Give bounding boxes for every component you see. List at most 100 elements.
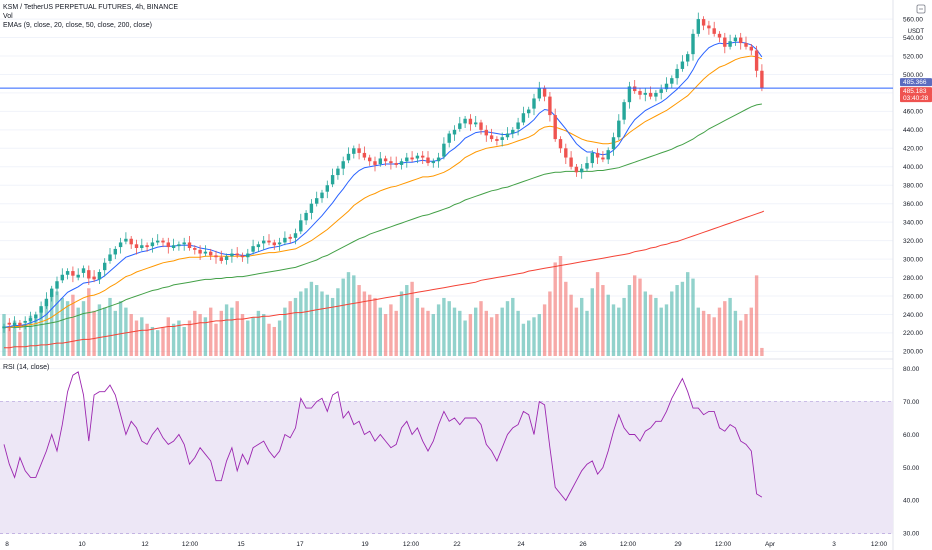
volume-bar (277, 320, 282, 356)
volume-bar (527, 320, 531, 356)
price-tick-label: 260.00 (903, 293, 923, 300)
candle-body (447, 133, 451, 143)
rsi-tick-label: 60.00 (903, 432, 920, 439)
x-tick-label: 29 (674, 541, 682, 548)
volume-bar (145, 323, 149, 356)
candles (2, 12, 764, 333)
rsi-line (3, 371, 763, 502)
candle-body (643, 92, 647, 95)
volume-bar (749, 307, 753, 356)
volume-bar (166, 317, 170, 356)
candle-body (304, 212, 308, 221)
candle-body (156, 240, 160, 243)
candle-body (474, 122, 478, 125)
volume-bar (134, 320, 139, 356)
candle-body (76, 274, 80, 278)
price-tick-label: 440.00 (903, 127, 923, 134)
price-tag-bg (900, 87, 932, 96)
candle-body (574, 166, 579, 173)
candle-body (696, 19, 700, 34)
ema-legend: EMAs (9, close, 20, close, 50, close, 20… (3, 22, 153, 29)
price-tick-label: 200.00 (903, 349, 923, 356)
volume-bar (580, 297, 584, 356)
candle-body (728, 41, 732, 47)
volume-bar (484, 310, 488, 356)
candle-body (87, 270, 91, 279)
rsi-tick-label: 70.00 (903, 399, 920, 406)
candle-body (309, 203, 314, 213)
volume-bar (103, 307, 107, 356)
candle-body (171, 245, 176, 248)
volume-bar (65, 301, 70, 356)
candle-body (707, 25, 711, 29)
candle-body (399, 161, 404, 165)
volume-bar (405, 285, 409, 356)
toggle-icon[interactable] (916, 4, 926, 14)
price-tick-label: 460.00 (903, 109, 923, 116)
candle-body (97, 272, 102, 280)
x-tick-label: 24 (517, 541, 525, 548)
volume-bars (2, 256, 764, 356)
candle-body (283, 237, 287, 243)
candle-body (330, 175, 335, 185)
volume-bar (431, 314, 435, 356)
candle-body (415, 155, 420, 159)
candle-body (251, 246, 255, 252)
candle-body (246, 253, 250, 258)
x-tick-label: 17 (296, 541, 304, 548)
volume-bar (399, 291, 404, 356)
candle-body (648, 92, 653, 97)
volume-bar (304, 288, 308, 356)
volume-bar (426, 310, 430, 356)
candle-body (145, 245, 149, 248)
price-tick-label: 560.00 (903, 16, 923, 23)
candle-body (601, 157, 605, 160)
candle-body (320, 192, 324, 199)
volume-bar (209, 307, 213, 356)
volume-bar (272, 326, 276, 356)
volume-bar (240, 314, 245, 356)
candle-body (193, 248, 197, 250)
volume-bar (283, 307, 287, 356)
candle-body (44, 298, 49, 307)
candle-body (256, 244, 261, 248)
volume-bar (251, 317, 255, 356)
volume-bar (224, 304, 229, 356)
candle-body (654, 92, 658, 97)
candle-body (383, 158, 388, 162)
volume-bar (118, 301, 123, 356)
candle-body (230, 253, 234, 257)
volume-bar (569, 294, 573, 356)
volume-bar (267, 323, 271, 356)
volume-bar (299, 291, 303, 356)
volume-bar (171, 323, 176, 356)
candle-body (479, 122, 483, 130)
volume-bar (664, 304, 669, 356)
candle-body (262, 240, 266, 244)
x-tick-label: 12:00 (182, 541, 199, 548)
candle-body (240, 255, 245, 258)
candle-body (198, 249, 202, 254)
candle-body (187, 242, 192, 248)
candle-body (532, 98, 536, 109)
candle-body (405, 157, 409, 162)
candle-body (108, 254, 112, 261)
volume-bar (537, 314, 541, 356)
volume-bar (585, 310, 589, 356)
candle-body (739, 37, 743, 44)
volume-bar (81, 301, 86, 356)
volume-bar (686, 272, 690, 356)
volume-bar (463, 320, 467, 356)
volume-bar (648, 294, 653, 356)
volume-bar (717, 307, 722, 356)
volume-bar (521, 323, 526, 356)
volume-bar (468, 314, 473, 356)
candle-body (558, 139, 563, 149)
candle-body (436, 157, 441, 162)
volume-bar (389, 304, 393, 356)
volume-bar (590, 288, 594, 356)
candle-body (140, 245, 144, 248)
volume-bar (436, 304, 441, 356)
volume-bar (728, 297, 732, 356)
rsi-legend: RSI (14, close) (3, 364, 50, 371)
